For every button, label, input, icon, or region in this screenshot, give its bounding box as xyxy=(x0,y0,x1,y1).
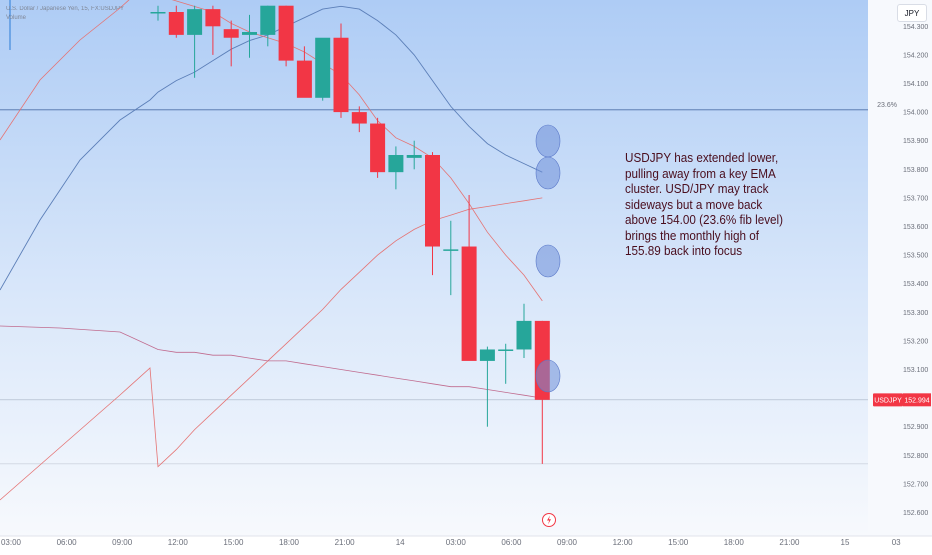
candle-body[interactable] xyxy=(315,37,331,98)
price-axis-background xyxy=(868,0,932,536)
candle-body[interactable] xyxy=(150,12,166,14)
candle-body[interactable] xyxy=(278,5,294,61)
go-to-realtime-icon[interactable] xyxy=(541,512,557,528)
ema-slow-line xyxy=(0,5,543,291)
price-tick-label: 153.300 xyxy=(903,310,928,317)
time-tick-label: 15 xyxy=(841,538,850,547)
candle-body[interactable] xyxy=(296,60,312,98)
time-tick-label: 06:00 xyxy=(57,538,78,547)
price-tick-label: 153.700 xyxy=(903,195,928,202)
price-tick-label: 152.600 xyxy=(903,510,928,517)
price-tick-label: 153.100 xyxy=(903,367,928,374)
price-tick-label: 154.000 xyxy=(903,110,928,117)
time-tick-label: 06:00 xyxy=(501,538,522,547)
candle-body[interactable] xyxy=(260,5,276,35)
candle-body[interactable] xyxy=(443,249,459,251)
price-tick-label: 153.800 xyxy=(903,167,928,174)
price-tick-label: 153.600 xyxy=(903,224,928,231)
symbol-subtitle: Volume xyxy=(6,15,27,21)
current-price-label: 152.994 xyxy=(904,397,929,404)
symbol-title: U.S. Dollar / Japanese Yen, 15, FX:USDJP… xyxy=(6,6,125,12)
candle-body[interactable] xyxy=(479,349,495,361)
candle-body[interactable] xyxy=(351,112,367,124)
annotation-text: USDJPY has extended lower, pulling away … xyxy=(625,150,784,258)
candle-body[interactable] xyxy=(187,9,203,35)
price-tick-label: 153.400 xyxy=(903,281,928,288)
ema-touch-highlight xyxy=(535,124,561,158)
candle-body[interactable] xyxy=(333,37,349,113)
time-tick-label: 15:00 xyxy=(223,538,244,547)
price-tick-label: 153.900 xyxy=(903,138,928,145)
price-tick-label: 154.300 xyxy=(903,24,928,31)
price-tick-label: 154.200 xyxy=(903,52,928,59)
price-tick-label: 152.700 xyxy=(903,481,928,488)
time-tick-label: 03:00 xyxy=(1,538,22,547)
fib-level-label: 23.6% xyxy=(877,102,897,109)
price-tick-label: 152.800 xyxy=(903,453,928,460)
price-tick-label: 152.900 xyxy=(903,424,928,431)
candle-body[interactable] xyxy=(242,32,257,35)
symbol-tag xyxy=(873,393,903,407)
candle-body[interactable] xyxy=(461,246,477,361)
time-tick-label: 09:00 xyxy=(112,538,133,547)
price-tick-label: 153.200 xyxy=(903,338,928,345)
ema-touch-highlight xyxy=(535,244,561,278)
candle-body[interactable] xyxy=(516,320,532,350)
candle-body[interactable] xyxy=(223,29,239,38)
plot-background xyxy=(0,0,868,536)
candle-body[interactable] xyxy=(498,349,514,351)
time-tick-label: 03:00 xyxy=(446,538,467,547)
ema-touch-highlight xyxy=(535,359,561,393)
candle-body[interactable] xyxy=(370,123,386,173)
price-tick-label: 153.500 xyxy=(903,253,928,260)
candle-body[interactable] xyxy=(168,12,184,35)
current-price-tag xyxy=(903,393,931,407)
time-tick-label: 12:00 xyxy=(613,538,634,547)
time-tick-label: 21:00 xyxy=(335,538,356,547)
candle-body[interactable] xyxy=(406,155,422,158)
time-tick-label: 18:00 xyxy=(724,538,745,547)
time-tick-label: 15:00 xyxy=(668,538,689,547)
currency-button[interactable]: JPY xyxy=(897,4,927,22)
time-tick-label: 09:00 xyxy=(557,538,578,547)
ema-200-line xyxy=(0,325,543,399)
ema-touch-highlight xyxy=(535,156,561,190)
time-tick-label: 03 xyxy=(892,538,901,547)
time-tick-label: 21:00 xyxy=(779,538,800,547)
symbol-legend[interactable]: U.S. Dollar / Japanese Yen, 15, FX:USDJP… xyxy=(6,5,124,23)
ema-fast-line xyxy=(0,0,543,302)
symbol-tag-label: USDJPY xyxy=(874,397,902,404)
price-tick-label: 154.100 xyxy=(903,81,928,88)
candle-body[interactable] xyxy=(388,155,404,173)
ema-long-line xyxy=(0,197,543,501)
candle-body[interactable] xyxy=(205,9,221,27)
time-tick-label: 14 xyxy=(396,538,405,547)
time-tick-label: 12:00 xyxy=(168,538,189,547)
time-axis-background xyxy=(0,536,932,550)
candle-body[interactable] xyxy=(425,155,440,247)
time-tick-label: 18:00 xyxy=(279,538,300,547)
